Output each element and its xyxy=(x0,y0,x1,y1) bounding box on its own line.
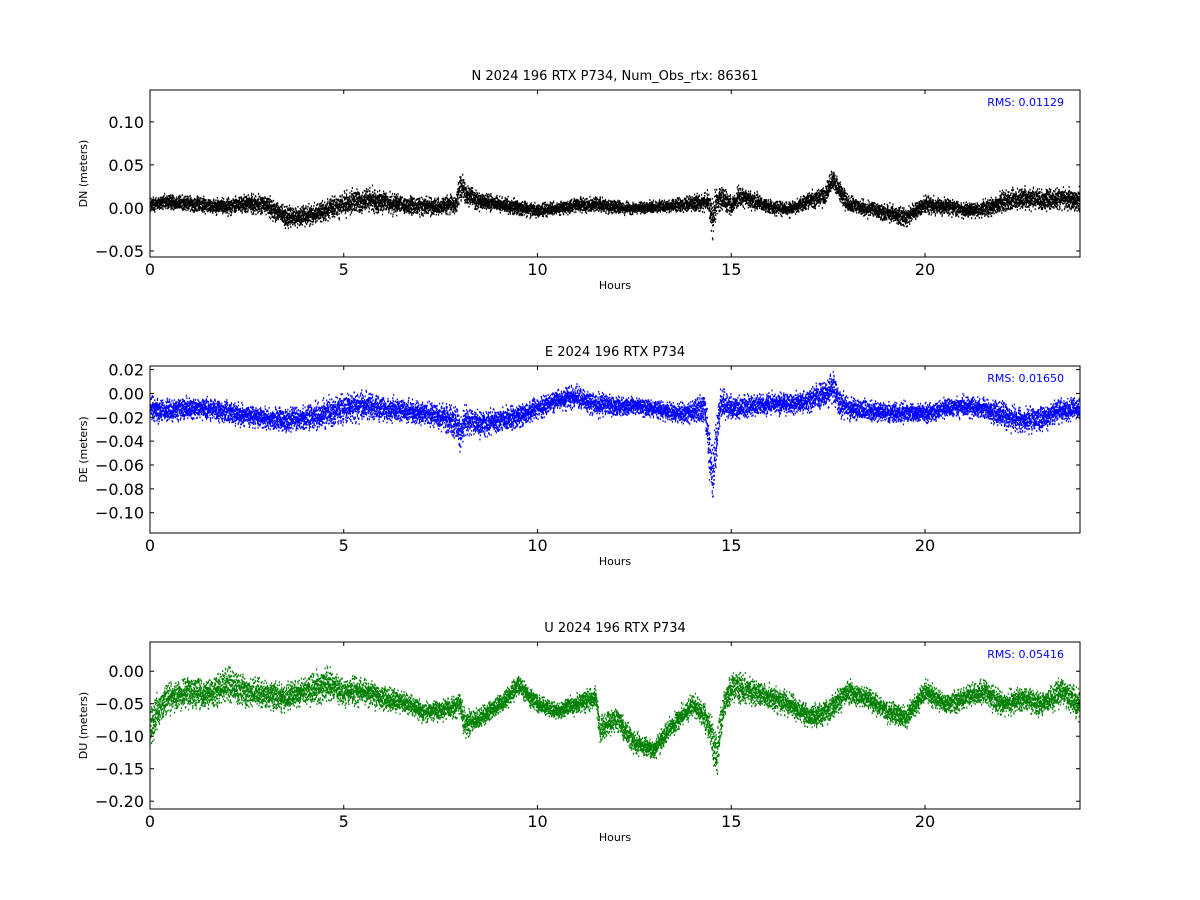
east-ytick-label: −0.08 xyxy=(95,480,144,499)
up-title: U 2024 196 RTX P734 xyxy=(544,621,686,636)
north-series xyxy=(150,170,1080,241)
north-xlabel: Hours xyxy=(599,279,631,292)
east-title: E 2024 196 RTX P734 xyxy=(545,345,685,360)
up-ytick-label: −0.05 xyxy=(95,695,144,714)
east-xlabel: Hours xyxy=(599,555,631,568)
east-ytick-label: 0.02 xyxy=(108,361,144,380)
up-ytick-label: −0.10 xyxy=(95,727,144,746)
north-xtick-label: 5 xyxy=(339,260,349,279)
north-ylabel: DN (meters) xyxy=(77,140,90,208)
up-xtick-label: 20 xyxy=(915,812,935,831)
north-xtick-label: 20 xyxy=(915,260,935,279)
up-xtick-label: 0 xyxy=(145,812,155,831)
north-ytick-label: 0.00 xyxy=(108,199,144,218)
up-ylabel: DU (meters) xyxy=(77,692,90,759)
north-rms-annotation: RMS: 0.01129 xyxy=(987,96,1064,109)
up-ytick-label: −0.20 xyxy=(95,792,144,811)
up-xtick-label: 15 xyxy=(721,812,741,831)
east-xtick-label: 15 xyxy=(721,536,741,555)
east-ytick-label: −0.04 xyxy=(95,432,144,451)
east-ylabel: DE (meters) xyxy=(77,416,90,482)
east-axes-frame xyxy=(149,365,1081,534)
east-xtick-label: 5 xyxy=(339,536,349,555)
east-series xyxy=(150,371,1080,498)
north-ytick-label: 0.10 xyxy=(108,113,144,132)
up-ytick-label: −0.15 xyxy=(95,760,144,779)
up-data-points xyxy=(150,665,1080,775)
north-xtick-label: 0 xyxy=(145,260,155,279)
east-ytick-label: −0.06 xyxy=(95,456,144,475)
north-xtick-label: 15 xyxy=(721,260,741,279)
north-data-points xyxy=(150,170,1080,241)
east-ytick-label: −0.10 xyxy=(95,504,144,523)
north-ytick-label: 0.05 xyxy=(108,156,144,175)
east-xtick-label: 10 xyxy=(527,536,547,555)
panel-up: 0 5 10 15 20 −0.20 −0.15 −0.10 −0.05 0.00 U 2024 1… xyxy=(77,621,1081,844)
east-ytick-label: −0.02 xyxy=(95,408,144,427)
up-xlabel: Hours xyxy=(599,831,631,844)
panel-north: 0 5 10 15 20 −0.05 0.00 0.05 0.10 N 2024 196 RTX … xyxy=(77,69,1081,292)
east-rms-annotation: RMS: 0.01650 xyxy=(987,372,1064,385)
east-data-points xyxy=(150,371,1080,498)
up-rms-annotation: RMS: 0.05416 xyxy=(987,648,1064,661)
panel-east: 0 5 10 15 20 −0.10 −0.08 −0.06 −0.04 −0.02 0.00 0.0… xyxy=(77,345,1081,568)
up-xtick-label: 10 xyxy=(527,812,547,831)
east-ytick-label: 0.00 xyxy=(108,384,144,403)
up-series xyxy=(150,665,1080,775)
north-xtick-label: 10 xyxy=(527,260,547,279)
north-title: N 2024 196 RTX P734, Num_Obs_rtx: 86361 xyxy=(472,69,759,84)
east-xtick-label: 20 xyxy=(915,536,935,555)
up-xtick-label: 5 xyxy=(339,812,349,831)
up-ytick-label: 0.00 xyxy=(108,662,144,681)
east-xtick-label: 0 xyxy=(145,536,155,555)
north-ytick-label: −0.05 xyxy=(95,242,144,261)
up-axes-frame xyxy=(149,641,1081,810)
north-axes-frame xyxy=(149,89,1081,258)
